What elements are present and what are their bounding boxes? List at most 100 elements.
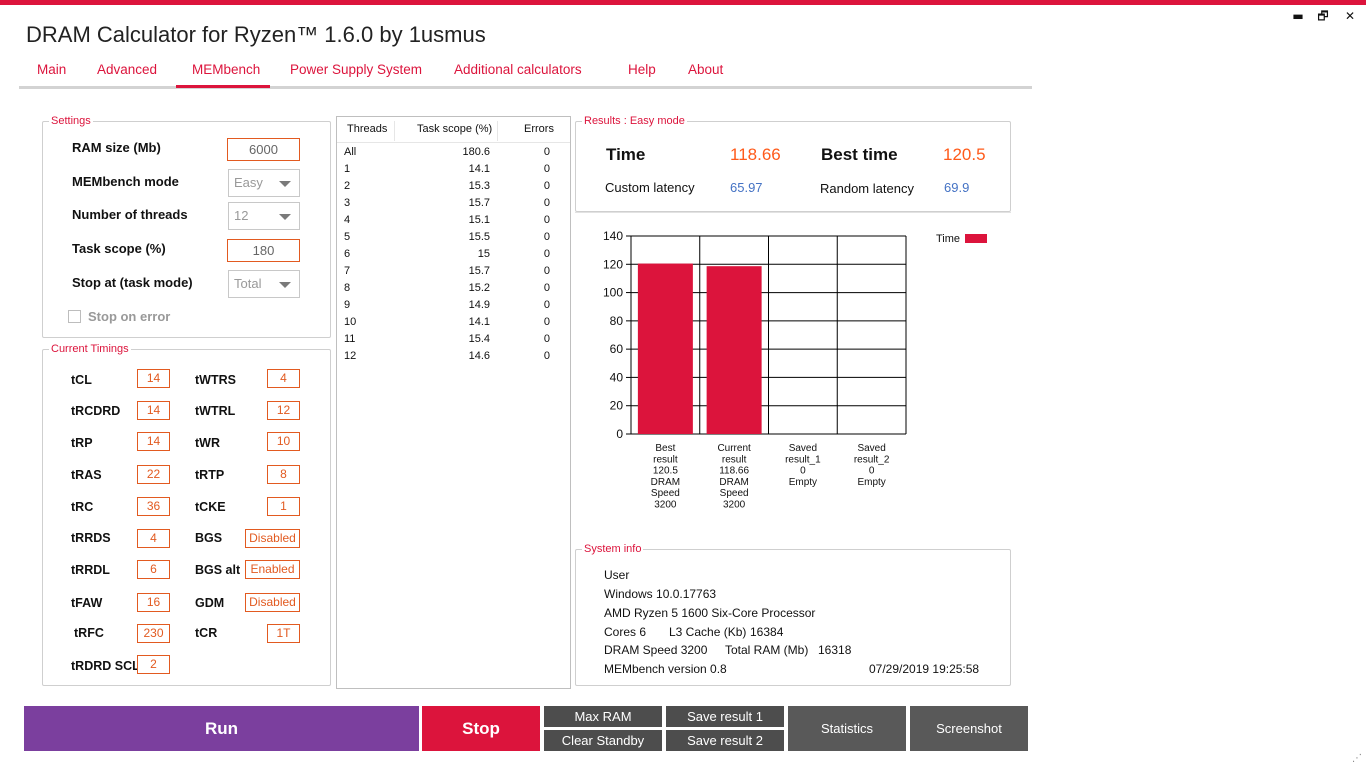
minimize-icon[interactable]: ▬ (1292, 9, 1304, 23)
tab-membench[interactable]: MEMbench (192, 62, 261, 77)
table-cell-task-scope: 15.7 (468, 265, 490, 277)
table-cell-task-scope: 14.9 (468, 299, 490, 311)
window-accent-bar (0, 0, 1366, 5)
clear-standby-button[interactable]: Clear Standby (544, 730, 662, 751)
table-cell-task-scope: 15.2 (468, 282, 490, 294)
results-legend: Results : Easy mode (584, 115, 685, 127)
threads-select[interactable]: 12 (228, 202, 300, 230)
table-row: 4 15.1 0 (337, 214, 570, 231)
x-tick-label: Speed (720, 488, 749, 499)
stop-on-error-checkbox[interactable] (68, 310, 81, 323)
header-divider (337, 142, 570, 143)
y-tick-label: 100 (603, 286, 623, 300)
x-tick-label: Saved (789, 443, 817, 454)
timing-value-tfaw[interactable]: 16 (137, 593, 170, 612)
save-result-2-button[interactable]: Save result 2 (666, 730, 784, 751)
timing-value-twtrs[interactable]: 4 (267, 369, 300, 388)
x-tick-label: 3200 (723, 500, 746, 511)
stop-at-select[interactable]: Total (228, 270, 300, 298)
table-row: 9 14.9 0 (337, 299, 570, 316)
results-chart-panel: 0 20 40 60 80 100 120 140 Best result 120.5 DRAM Spe… (575, 212, 1011, 542)
timing-value-tcke[interactable]: 1 (267, 497, 300, 516)
table-row: 3 15.7 0 (337, 197, 570, 214)
screenshot-button[interactable]: Screenshot (910, 706, 1028, 751)
system-user: User (604, 568, 630, 582)
table-cell-errors: 0 (543, 231, 550, 243)
y-tick-label: 0 (616, 427, 623, 441)
stop-button[interactable]: Stop (422, 706, 540, 751)
timing-label-trrds: tRRDS (71, 531, 111, 545)
tab-additional-calculators[interactable]: Additional calculators (454, 62, 582, 77)
timing-label-trrdl: tRRDL (71, 563, 110, 577)
timing-value-twr[interactable]: 10 (267, 432, 300, 451)
table-row: 1 14.1 0 (337, 163, 570, 180)
table-row: 8 15.2 0 (337, 282, 570, 299)
results-chart: 020406080100120140Bestresult120.5DRAMSpe… (603, 229, 987, 511)
system-total-ram-label: Total RAM (Mb) (725, 643, 809, 657)
timing-value-gdm[interactable]: Disabled (245, 593, 300, 612)
app-title: DRAM Calculator for Ryzen™ 1.6.0 by 1usm… (26, 22, 486, 47)
timing-value-tras[interactable]: 22 (137, 465, 170, 484)
timing-value-trrdl[interactable]: 6 (137, 560, 170, 579)
timing-value-trdrd-scl[interactable]: 2 (137, 655, 170, 674)
run-button[interactable]: Run (24, 706, 419, 751)
timing-label-bgs-alt: BGS alt (195, 563, 241, 577)
system-timestamp: 07/29/2019 19:25:58 (869, 662, 980, 676)
max-ram-button[interactable]: Max RAM (544, 706, 662, 727)
table-cell-errors: 0 (543, 299, 550, 311)
table-row: 6 15 0 (337, 248, 570, 265)
table-cell-thread: 1 (344, 163, 351, 175)
timing-value-tcl[interactable]: 14 (137, 369, 170, 388)
table-cell-task-scope: 15.4 (468, 333, 490, 345)
timing-label-trc: tRC (71, 500, 94, 514)
timing-value-bgs[interactable]: Disabled (245, 529, 300, 548)
thread-table[interactable]: Threads Task scope (%) Errors All 180.6 0 1… (336, 116, 571, 689)
x-tick-label: Current (717, 443, 751, 454)
table-row: 2 15.3 0 (337, 180, 570, 197)
y-tick-label: 80 (610, 314, 624, 328)
save-result-1-button[interactable]: Save result 1 (666, 706, 784, 727)
legend-label: Time (936, 233, 960, 245)
task-scope-input[interactable]: 180 (227, 239, 300, 262)
timing-value-tcr[interactable]: 1T (267, 624, 300, 643)
timing-label-twtrs: tWTRS (195, 373, 236, 387)
timing-label-trdrd-scl: tRDRD SCL (71, 659, 140, 673)
table-cell-task-scope: 180.6 (462, 146, 490, 158)
timing-value-trtp[interactable]: 8 (267, 465, 300, 484)
best-time-value: 120.5 (943, 145, 986, 164)
table-cell-errors: 0 (543, 163, 550, 175)
timing-value-trrds[interactable]: 4 (137, 529, 170, 548)
timing-label-trcdrd: tRCDRD (71, 404, 121, 418)
bar-0 (637, 263, 693, 434)
timing-value-trfc[interactable]: 230 (137, 624, 170, 643)
table-cell-task-scope: 15.7 (468, 197, 490, 209)
tab-help[interactable]: Help (628, 62, 656, 77)
resize-grip-icon[interactable]: ⋰ (1352, 753, 1362, 764)
timing-value-bgs-alt[interactable]: Enabled (245, 560, 300, 579)
ram-size-input[interactable]: 6000 (227, 138, 300, 161)
stop-at-value: Total (234, 276, 262, 291)
close-icon[interactable]: ✕ (1344, 9, 1356, 23)
timing-value-twtrl[interactable]: 12 (267, 401, 300, 420)
active-tab-indicator (176, 85, 270, 88)
tab-about[interactable]: About (688, 62, 724, 77)
timing-value-trc[interactable]: 36 (137, 497, 170, 516)
table-cell-thread: 5 (344, 231, 351, 243)
custom-latency-value: 65.97 (730, 180, 763, 195)
y-tick-label: 60 (610, 342, 624, 356)
timing-value-trcdrd[interactable]: 14 (137, 401, 170, 420)
statistics-button[interactable]: Statistics (788, 706, 906, 751)
tab-main[interactable]: Main (37, 62, 67, 77)
membench-mode-select[interactable]: Easy (228, 169, 300, 197)
system-l3-label: L3 Cache (Kb) (669, 625, 747, 639)
tab-power-supply-system[interactable]: Power Supply System (290, 62, 423, 77)
tab-advanced[interactable]: Advanced (97, 62, 158, 77)
table-cell-errors: 0 (543, 316, 550, 328)
table-cell-task-scope: 15.5 (468, 231, 490, 243)
x-tick-label: Speed (651, 488, 680, 499)
system-l3-value: 16384 (750, 625, 784, 639)
table-cell-thread: 9 (344, 299, 351, 311)
timing-value-trp[interactable]: 14 (137, 432, 170, 451)
restore-icon[interactable]: 🗗 (1317, 9, 1329, 23)
chevron-down-icon (279, 214, 291, 220)
